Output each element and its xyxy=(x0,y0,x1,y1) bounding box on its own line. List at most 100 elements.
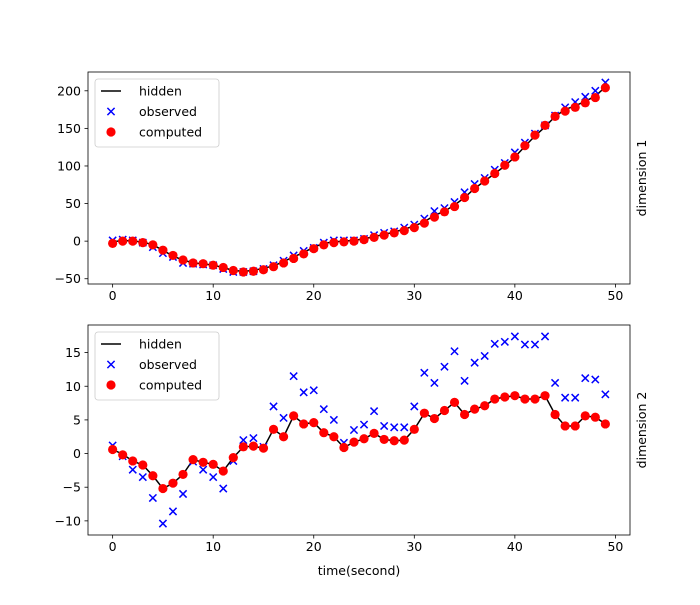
observed-point xyxy=(269,402,278,411)
observed-point xyxy=(138,472,147,482)
observed-point xyxy=(168,507,178,516)
computed-point xyxy=(470,404,480,414)
observed-point xyxy=(390,423,399,432)
computed-point xyxy=(470,183,480,194)
computed-point xyxy=(299,249,309,259)
observed-point xyxy=(199,465,208,474)
computed-point xyxy=(429,413,440,424)
computed-point xyxy=(208,260,218,270)
computed-point xyxy=(550,409,560,420)
panel-dimension-1: 0 10 20 30 40 50 −50 0 50 100 150 200 dimension 1 hid… xyxy=(55,71,649,303)
observed-point xyxy=(540,332,550,341)
legend: hidden observed computed xyxy=(94,331,220,401)
legend-x-marker xyxy=(106,107,116,116)
computed-point xyxy=(500,392,510,402)
y-axis-label: dimension 2 xyxy=(634,392,649,469)
legend-label: computed xyxy=(139,378,202,393)
computed-point xyxy=(439,405,450,416)
observed-point xyxy=(571,393,580,402)
computed-point xyxy=(248,441,259,451)
x-tick-label: 0 xyxy=(109,288,117,303)
legend-box xyxy=(94,78,220,148)
y-tick-label: 100 xyxy=(57,158,81,173)
computed-point xyxy=(108,444,118,455)
y-axis-label: dimension 1 xyxy=(634,140,649,217)
x-tick-label: 50 xyxy=(607,539,623,554)
computed-point xyxy=(480,176,490,186)
computed-point xyxy=(590,92,600,103)
observed-point xyxy=(520,340,530,349)
legend-dot-marker xyxy=(106,127,116,137)
computed-point xyxy=(138,460,148,470)
computed-point xyxy=(108,238,118,249)
computed-point xyxy=(238,267,248,277)
computed-point xyxy=(449,397,460,408)
computed-point xyxy=(429,212,440,222)
computed-point xyxy=(409,223,419,233)
legend-dot-marker xyxy=(106,380,116,390)
computed-point xyxy=(238,442,248,452)
observed-point xyxy=(440,362,449,371)
computed-point xyxy=(228,265,238,276)
computed-point xyxy=(178,469,188,480)
observed-point xyxy=(591,375,600,384)
computed-point xyxy=(178,255,188,265)
observed-point xyxy=(470,358,479,367)
observed-point xyxy=(219,484,228,493)
computed-point xyxy=(389,436,399,446)
computed-point xyxy=(419,218,429,228)
observed-point xyxy=(380,421,389,431)
computed-point xyxy=(168,250,178,261)
computed-point xyxy=(530,394,540,404)
legend-label: computed xyxy=(139,125,202,140)
axes-frame xyxy=(87,71,631,285)
y-tick-label: 15 xyxy=(65,345,81,360)
computed-point xyxy=(359,235,369,245)
computed-point xyxy=(158,483,168,494)
x-tick-label: 10 xyxy=(205,539,221,554)
observed-point xyxy=(329,415,338,425)
computed-point xyxy=(218,262,228,273)
panel-dimension-2: 0 10 20 30 40 50 −10 −5 0 5 10 15 dimension 2 time(se… xyxy=(55,324,649,578)
observed-point xyxy=(249,433,258,443)
computed-point xyxy=(500,160,510,170)
computed-point xyxy=(319,240,329,250)
y-tick-label: 150 xyxy=(57,121,81,136)
legend-x-marker xyxy=(106,360,116,369)
y-tick-label: −5 xyxy=(63,480,81,495)
computed-point xyxy=(449,201,460,212)
observed-point xyxy=(309,386,318,395)
computed-point xyxy=(198,457,208,467)
axes-frame xyxy=(87,324,631,536)
computed-point xyxy=(520,141,530,151)
legend-label: hidden xyxy=(139,337,182,352)
computed-point xyxy=(419,408,429,418)
computed-point xyxy=(268,424,279,434)
observed-point xyxy=(500,337,509,346)
x-tick-label: 10 xyxy=(205,288,221,303)
computed-point xyxy=(148,471,158,481)
legend-label: hidden xyxy=(139,84,182,99)
observed-point xyxy=(400,423,409,432)
y-tick-label: 5 xyxy=(73,412,81,427)
computed-point xyxy=(560,421,570,431)
observed-point xyxy=(209,472,218,482)
computed-point xyxy=(339,237,349,247)
x-tick-label: 40 xyxy=(507,288,523,303)
observed-point xyxy=(178,489,188,499)
observed-point xyxy=(530,340,540,349)
computed-point xyxy=(118,450,128,460)
computed-point xyxy=(550,111,560,121)
computed-point xyxy=(138,238,148,248)
legend-box xyxy=(94,331,220,401)
x-axis-label: time(second) xyxy=(318,563,401,578)
computed-point xyxy=(168,478,178,488)
computed-point xyxy=(439,207,450,217)
computed-point xyxy=(570,102,580,112)
computed-point xyxy=(198,259,208,269)
x-tick-label: 40 xyxy=(507,539,523,554)
computed-point xyxy=(278,432,289,442)
computed-point xyxy=(148,240,158,250)
legend-label: observed xyxy=(139,357,197,372)
